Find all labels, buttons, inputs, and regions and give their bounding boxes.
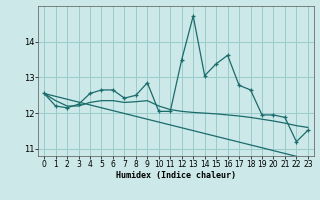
X-axis label: Humidex (Indice chaleur): Humidex (Indice chaleur) xyxy=(116,171,236,180)
